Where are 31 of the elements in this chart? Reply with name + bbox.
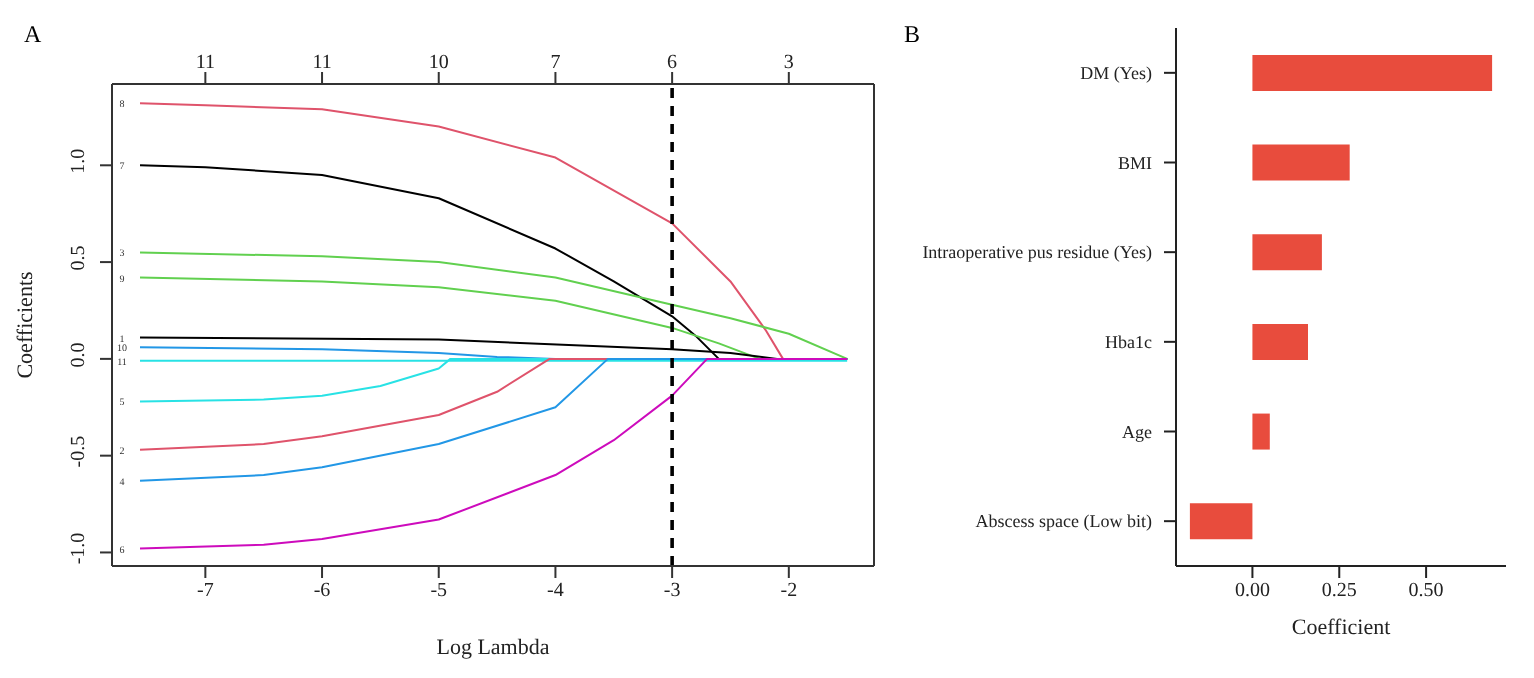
y-tick-label: Intraoperative pus residue (Yes) — [922, 242, 1152, 263]
x-tick-label: 0.25 — [1321, 580, 1357, 603]
x-tick-label: -2 — [780, 580, 798, 603]
x-tick-label: -6 — [313, 580, 331, 603]
text: 6 — [667, 52, 678, 74]
text: 11 — [312, 52, 332, 74]
text: 7 — [550, 52, 561, 74]
y-tick-label: 1.0 — [68, 148, 90, 174]
y-tick-label: Age — [1122, 421, 1152, 442]
y-tick-label: 0.0 — [68, 342, 90, 368]
x-tick-label: -7 — [197, 580, 214, 603]
text: A — [24, 20, 42, 50]
y-axis-title: Coefficients — [13, 271, 38, 379]
y-tick-label: Abscess space (Low bit) — [975, 511, 1152, 532]
x-tick-label: -5 — [430, 580, 448, 603]
y-tick-label: -1.0 — [68, 532, 90, 565]
x-tick-label: 0.50 — [1408, 580, 1444, 603]
x-tick-label: 0.00 — [1234, 580, 1270, 603]
text: B — [904, 20, 921, 50]
y-tick-label: DM (Yes) — [1080, 62, 1152, 83]
x-tick-label: -3 — [663, 580, 681, 603]
y-tick-label: BMI — [1117, 152, 1152, 173]
x-axis-title: Coefficient — [1291, 616, 1391, 640]
x-tick-label: -4 — [547, 580, 564, 603]
text: 3 — [783, 52, 794, 74]
y-tick-label: 0.5 — [68, 245, 90, 271]
y-tick-label: Hba1c — [1105, 331, 1152, 352]
text: 11 — [195, 52, 215, 74]
x-axis-title: Log Lambda — [436, 636, 550, 660]
text: 10 — [428, 52, 449, 74]
y-tick-label: -0.5 — [68, 435, 90, 468]
